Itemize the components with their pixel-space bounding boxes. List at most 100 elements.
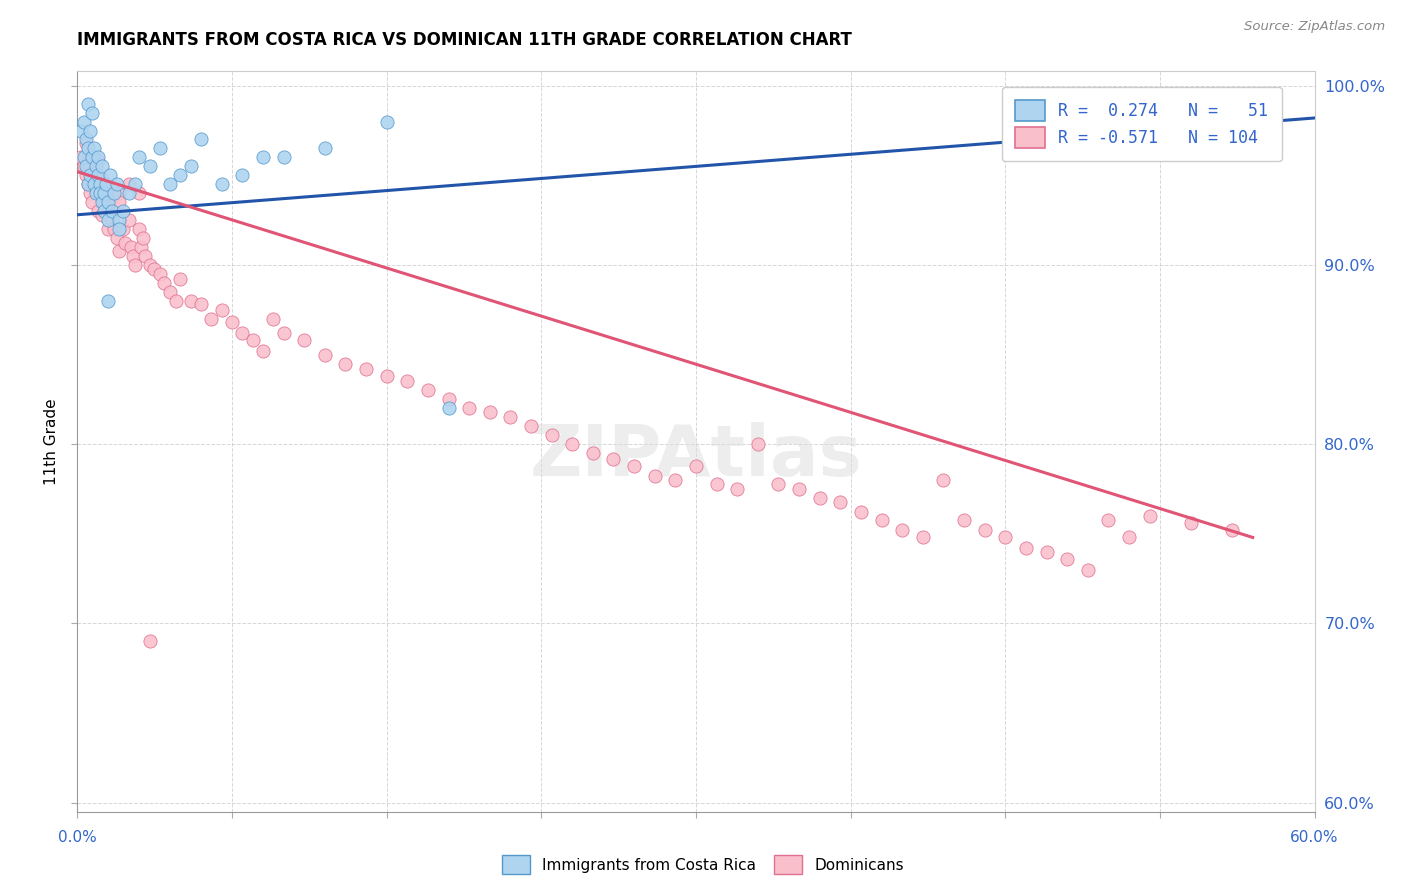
Point: [540, 428, 562, 442]
Point: [159, 178, 181, 192]
Point: [128, 186, 150, 201]
Point: [973, 523, 995, 537]
Point: [79, 186, 101, 201]
Point: [314, 348, 336, 362]
Text: 0.0%: 0.0%: [58, 830, 97, 845]
Point: [1077, 563, 1099, 577]
Point: [1015, 541, 1038, 556]
Point: [91, 208, 114, 222]
Point: [1180, 516, 1202, 530]
Point: [478, 405, 501, 419]
Point: [98, 195, 121, 210]
Point: [84, 183, 107, 197]
Point: [120, 240, 142, 254]
Text: 60.0%: 60.0%: [1291, 830, 1339, 845]
Point: [231, 169, 253, 183]
Point: [644, 469, 666, 483]
Point: [84, 186, 107, 201]
Point: [335, 357, 357, 371]
Point: [396, 375, 419, 389]
Point: [72, 150, 94, 164]
Point: [80, 150, 103, 164]
Point: [118, 213, 141, 227]
Point: [190, 132, 212, 146]
Point: [252, 150, 274, 164]
Point: [499, 410, 522, 425]
Point: [747, 437, 769, 451]
Point: [80, 195, 103, 210]
Point: [97, 293, 120, 308]
Point: [105, 178, 128, 192]
Point: [354, 362, 377, 376]
Point: [93, 186, 115, 201]
Point: [83, 178, 105, 192]
Point: [252, 344, 274, 359]
Point: [105, 231, 128, 245]
Point: [93, 195, 115, 210]
Point: [79, 160, 101, 174]
Point: [132, 231, 155, 245]
Point: [75, 160, 97, 174]
Point: [582, 446, 605, 460]
Point: [76, 178, 98, 192]
Point: [87, 150, 110, 164]
Point: [138, 258, 160, 272]
Point: [103, 186, 125, 201]
Point: [138, 160, 160, 174]
Point: [870, 512, 893, 526]
Point: [118, 178, 141, 192]
Point: [124, 178, 146, 192]
Point: [458, 401, 481, 416]
Point: [830, 494, 852, 508]
Point: [169, 272, 191, 286]
Legend: R =  0.274   N =   51, R = -0.571   N = 104: R = 0.274 N = 51, R = -0.571 N = 104: [1001, 87, 1281, 161]
Point: [98, 169, 121, 183]
Point: [107, 195, 129, 210]
Point: [891, 523, 914, 537]
Point: [849, 505, 872, 519]
Point: [1056, 552, 1078, 566]
Point: [200, 311, 222, 326]
Point: [1139, 508, 1161, 523]
Point: [994, 531, 1017, 545]
Y-axis label: 11th Grade: 11th Grade: [44, 398, 59, 485]
Point: [375, 369, 398, 384]
Point: [623, 458, 645, 473]
Point: [96, 186, 118, 201]
Point: [89, 186, 111, 201]
Point: [87, 153, 110, 168]
Point: [107, 244, 129, 258]
Point: [107, 222, 129, 236]
Point: [292, 333, 315, 347]
Point: [180, 293, 202, 308]
Point: [129, 240, 152, 254]
Point: [83, 141, 105, 155]
Point: [165, 293, 187, 308]
Point: [87, 204, 110, 219]
Text: IMMIGRANTS FROM COSTA RICA VS DOMINICAN 11TH GRADE CORRELATION CHART: IMMIGRANTS FROM COSTA RICA VS DOMINICAN …: [77, 31, 852, 49]
Point: [142, 261, 165, 276]
Point: [72, 114, 94, 128]
Point: [242, 333, 264, 347]
Point: [76, 96, 98, 111]
Point: [101, 204, 124, 219]
Point: [1118, 531, 1140, 545]
Text: Source: ZipAtlas.com: Source: ZipAtlas.com: [1244, 20, 1385, 33]
Point: [111, 222, 134, 236]
Point: [221, 315, 243, 329]
Point: [97, 204, 120, 219]
Point: [97, 195, 120, 210]
Point: [89, 186, 111, 201]
Point: [262, 311, 284, 326]
Point: [808, 491, 831, 505]
Point: [706, 476, 728, 491]
Point: [953, 512, 976, 526]
Point: [70, 123, 93, 137]
Point: [685, 458, 707, 473]
Point: [118, 186, 141, 201]
Point: [273, 326, 295, 340]
Point: [87, 169, 110, 183]
Point: [80, 105, 103, 120]
Point: [84, 160, 107, 174]
Point: [76, 153, 98, 168]
